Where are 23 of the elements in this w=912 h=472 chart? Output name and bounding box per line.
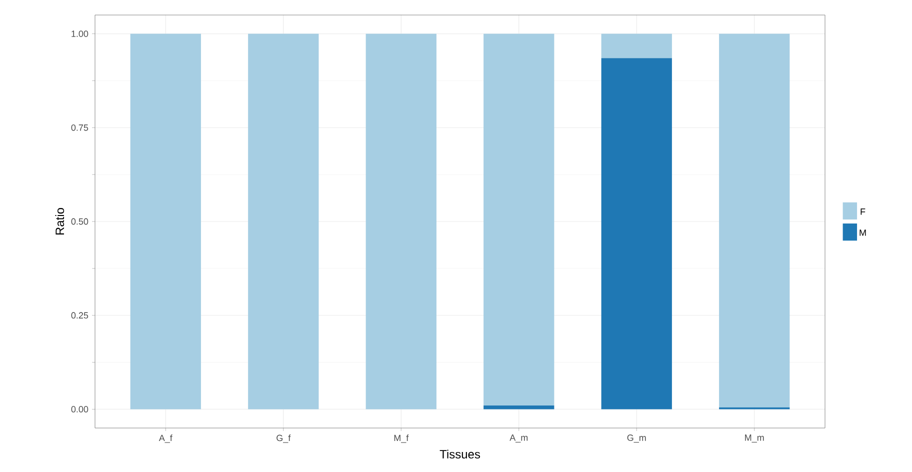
legend-label: M	[860, 230, 866, 236]
bar	[366, 34, 436, 410]
x-tick-label: M_f	[394, 434, 409, 443]
bar	[601, 58, 672, 410]
x-tick-label: M_m	[745, 434, 764, 443]
y-tick-label: 1.00	[72, 30, 88, 37]
legend-label: F	[860, 208, 866, 215]
x-axis-title: Tissues	[440, 450, 480, 459]
bar	[601, 34, 672, 58]
x-tick-label: A_f	[158, 434, 172, 443]
x-tick-label: G_f	[276, 434, 291, 443]
y-tick-label: 0.50	[71, 218, 88, 225]
bar	[248, 34, 319, 410]
y-tick-label: 0.25	[71, 312, 88, 319]
bar	[719, 34, 790, 408]
y-tick-label: 0.75	[71, 124, 88, 131]
bar	[484, 405, 554, 410]
y-tick-label: 0.00	[71, 406, 88, 412]
x-tick-label: G_m	[627, 434, 646, 443]
x-tick-label: A_m	[510, 434, 528, 443]
y-axis-title: Ratio	[55, 208, 64, 235]
bar	[130, 34, 201, 410]
bar	[484, 34, 554, 406]
